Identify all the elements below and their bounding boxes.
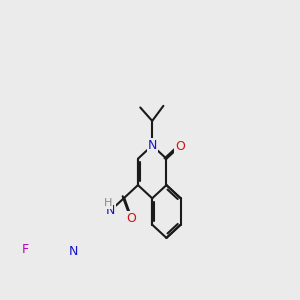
Text: N: N	[106, 204, 115, 217]
Text: F: F	[22, 243, 29, 256]
Text: O: O	[175, 140, 184, 153]
Text: H: H	[104, 198, 112, 208]
Text: O: O	[127, 212, 136, 225]
Text: N: N	[69, 245, 78, 258]
Text: N: N	[148, 139, 157, 152]
